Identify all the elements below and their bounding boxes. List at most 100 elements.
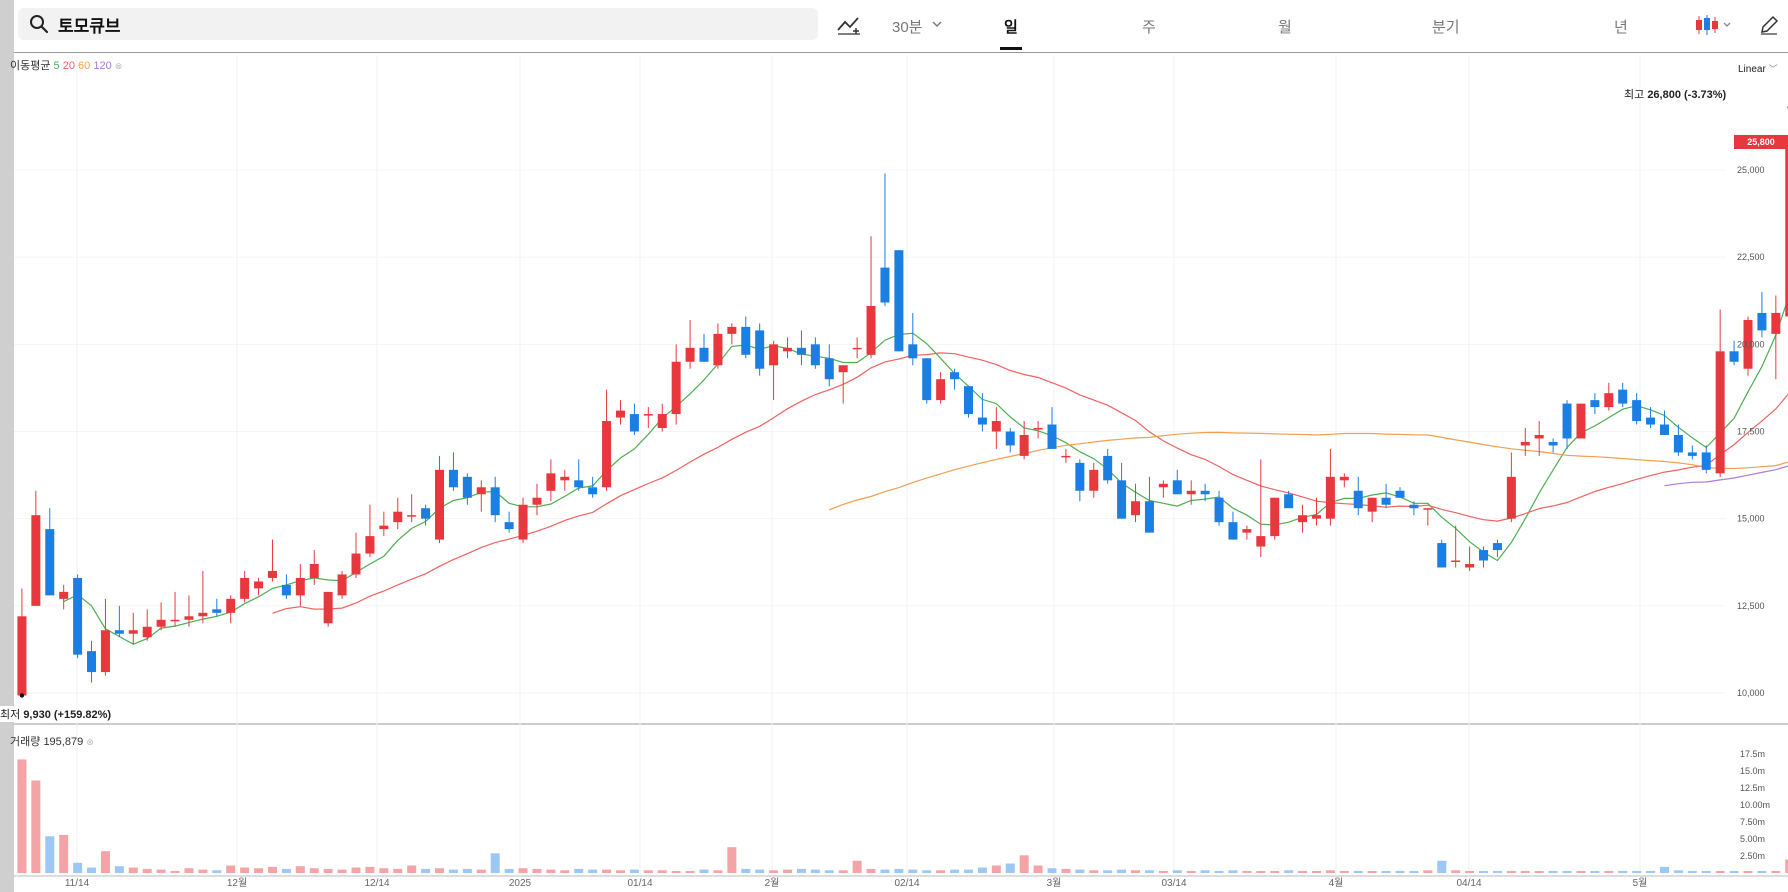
candle-body [532,497,542,505]
volume-bar [1325,870,1335,873]
volume-bar [783,869,793,873]
volume-bar [59,834,69,873]
ma-legend: 이동평균 5 20 60 120 ⊗ [10,57,122,73]
volume-bar [1381,870,1391,873]
volume-bar [1659,866,1669,873]
scale-select[interactable]: Linear ﹀ [1738,62,1778,75]
search-box[interactable]: 토모큐브 [18,8,818,40]
candle-body [574,480,584,488]
candle-body [240,577,250,599]
tab-quarter[interactable]: 분기 [1432,19,1460,36]
candle-body [1395,490,1405,498]
candle-body [1646,417,1656,425]
candle-body [1144,501,1154,533]
volume-tick-label: 2.50m [1740,851,1765,861]
candle-body [1632,400,1642,422]
last-price-tag: 25,800 [1734,135,1788,149]
candle-body [991,421,1001,432]
tab-day[interactable]: 일 [1004,19,1018,36]
volume-bar [1353,870,1363,873]
volume-bar [713,870,723,873]
volume-bar [1270,870,1280,873]
candle-body [908,344,918,359]
chart-axes: 11/14 12월 12/14 2025 01/14 2월 02/14 3월 03/14 4월 04… [65,165,1770,889]
volume-bar [657,870,667,873]
search-input[interactable]: 토모큐브 [58,16,121,36]
candle-body [1158,483,1168,488]
tab-month[interactable]: 월 [1278,19,1292,36]
volume-bar [1437,860,1447,873]
volume-bar [546,869,556,873]
y-tick-label: 20,000 [1737,339,1765,349]
tab-week[interactable]: 주 [1142,19,1156,36]
volume-bar [866,868,876,873]
candle-body [1075,462,1085,491]
volume-bar [1646,870,1656,873]
candle-body [226,598,236,613]
volume-bar [532,868,542,873]
volume-bar [1673,870,1683,873]
volume-bar [1103,870,1113,873]
low-value: 9,930 (+159.82%) [23,709,112,721]
volume-bar [1618,870,1628,873]
candle-body [295,577,305,596]
volume-bar [1186,870,1196,873]
close-icon[interactable]: ⊗ [114,61,123,71]
candle-body [1548,441,1558,446]
close-icon[interactable]: ⊗ [86,737,94,747]
candle-body [894,250,904,352]
volume-bar [991,865,1001,873]
ma-120-line [1664,465,1788,487]
volume-bar [1743,870,1753,873]
candle-body [407,515,417,517]
candle-body [1033,428,1043,430]
active-tab-indicator [1000,47,1022,50]
chevron-down-icon[interactable] [932,20,942,28]
x-tick-label: 02/14 [894,878,919,889]
x-tick-label: 12/14 [364,878,389,889]
high-label: 최고 [1624,89,1645,101]
candle-body [977,417,987,425]
candle-body [1214,497,1224,523]
volume-bar [908,869,918,873]
volume-bar [295,866,305,873]
interval-select[interactable]: 30분 [892,19,923,36]
candle-body [1534,434,1544,439]
candle-type-icon[interactable] [1694,14,1734,36]
volume-bar [629,869,639,873]
candle-body [1381,497,1391,505]
high-annotation: 최고 26,800 (-3.73%) [1624,86,1726,102]
volume-tick-label: 10.00m [1740,800,1770,810]
pencil-icon[interactable] [1758,14,1780,36]
candle-body [128,630,138,634]
scale-label[interactable]: Linear [1738,64,1766,75]
volume-bar [810,869,820,873]
candle-body [741,326,751,355]
tab-year[interactable]: 년 [1614,19,1628,36]
volume-bar [100,851,110,873]
candle-body [1256,536,1266,547]
price-chart[interactable]: 11/14 12월 12/14 2025 01/14 2월 02/14 3월 03/14 4월 04… [14,0,1788,892]
candle-body [1715,351,1725,474]
volume-bar [31,780,41,873]
volume-bar [602,869,612,873]
volume-bar [309,868,319,873]
indicator-icon[interactable] [836,14,862,36]
candle-body [254,581,264,589]
last-price-value: 25,800 [1747,137,1775,147]
chevron-down-icon[interactable]: ﹀ [1768,64,1778,74]
candle-body [1131,501,1141,516]
candle-body [699,347,709,362]
volume-bar [156,869,166,873]
candle-body [337,574,347,596]
candle-body [615,410,625,418]
candle-body [490,487,500,516]
candle-body [1465,563,1475,568]
volume-bar [852,860,862,873]
ma-5-line [63,296,1788,645]
volume-bar [226,865,236,873]
candle-body [1311,515,1321,519]
candle-body [323,591,333,624]
x-tick-label: 03/14 [1161,878,1186,889]
volume-bar [379,868,389,873]
